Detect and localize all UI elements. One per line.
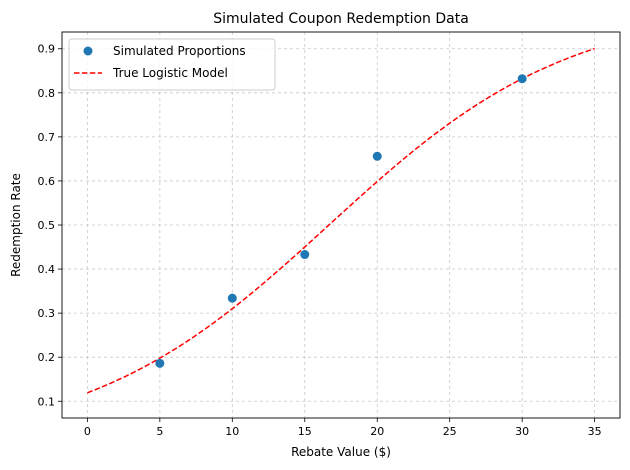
data-point (300, 250, 310, 260)
x-tick-label: 10 (225, 425, 239, 438)
x-tick-label: 5 (156, 425, 163, 438)
y-tick-label: 0.3 (38, 307, 56, 320)
legend: Simulated Proportions True Logistic Mode… (68, 38, 276, 91)
legend-marker-scatter (83, 46, 93, 56)
y-tick-label: 0.6 (38, 175, 56, 188)
y-tick-label: 0.2 (38, 351, 56, 364)
x-tick-label: 20 (370, 425, 384, 438)
y-tick-label: 0.8 (38, 87, 56, 100)
y-tick-label: 0.5 (38, 219, 56, 232)
legend-label-scatter: Simulated Proportions (113, 44, 246, 58)
x-tick-label: 25 (443, 425, 457, 438)
data-point (372, 151, 382, 161)
data-point (227, 293, 237, 303)
data-point (155, 358, 165, 368)
y-axis-label: Redemption Rate (9, 173, 23, 277)
y-tick-label: 0.7 (38, 131, 56, 144)
y-tick-label: 0.9 (38, 43, 56, 56)
data-point (517, 74, 527, 84)
grid (62, 32, 620, 418)
y-ticks: 0.1 0.2 0.3 0.4 0.5 0.6 0.7 0.8 0.9 (38, 43, 62, 408)
logistic-curve (87, 47, 595, 394)
x-ticks: 0 5 10 15 20 25 30 35 (84, 418, 602, 438)
points-group (155, 74, 527, 368)
x-tick-label: 15 (298, 425, 312, 438)
y-tick-label: 0.1 (38, 395, 56, 408)
y-tick-label: 0.4 (38, 263, 56, 276)
x-tick-label: 0 (84, 425, 91, 438)
x-tick-label: 30 (515, 425, 529, 438)
x-tick-label: 35 (588, 425, 602, 438)
legend-box (68, 38, 276, 91)
logistic-curve-group (87, 47, 595, 394)
chart-title: Simulated Coupon Redemption Data (213, 11, 469, 27)
x-axis-label: Rebate Value ($) (291, 445, 391, 459)
legend-label-line: True Logistic Model (112, 66, 228, 80)
